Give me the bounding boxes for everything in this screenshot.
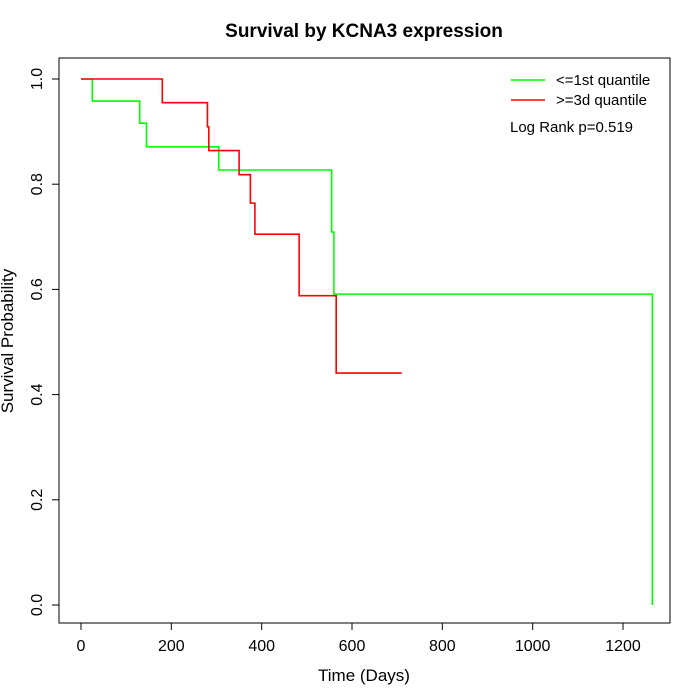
x-tick-label: 1000	[515, 638, 551, 655]
legend-label-low: <=1st quantile	[556, 72, 650, 89]
y-axis: 0.0 0.2 0.4 0.6 0.8 1.0	[29, 68, 59, 616]
x-tick-label: 400	[248, 638, 275, 655]
chart-title: Survival by KCNA3 expression	[225, 21, 503, 42]
survival-curve-high-expression	[81, 78, 402, 374]
survival-curve-low-expression	[81, 78, 654, 605]
x-axis-label: Time (Days)	[318, 666, 410, 685]
legend: <=1st quantile >=3d quantile	[511, 72, 650, 109]
x-tick-label: 0	[77, 638, 86, 655]
y-tick-label: 1.0	[29, 68, 46, 90]
y-tick-label: 0.8	[29, 173, 46, 195]
y-tick-label: 0.0	[29, 594, 46, 616]
series-layer	[81, 78, 654, 605]
y-tick-label: 0.6	[29, 278, 46, 300]
x-tick-label: 1200	[605, 638, 641, 655]
x-axis: 0 200 400 600 800 1000 1200	[77, 623, 641, 655]
x-tick-label: 600	[339, 638, 366, 655]
log-rank-annotation: Log Rank p=0.519	[510, 119, 633, 136]
y-tick-label: 0.2	[29, 489, 46, 511]
y-axis-label: Survival Probability	[0, 268, 17, 413]
y-tick-label: 0.4	[29, 383, 46, 405]
legend-label-high: >=3d quantile	[556, 92, 647, 109]
plot-frame	[58, 57, 671, 624]
x-tick-label: 200	[158, 638, 185, 655]
x-tick-label: 800	[429, 638, 456, 655]
